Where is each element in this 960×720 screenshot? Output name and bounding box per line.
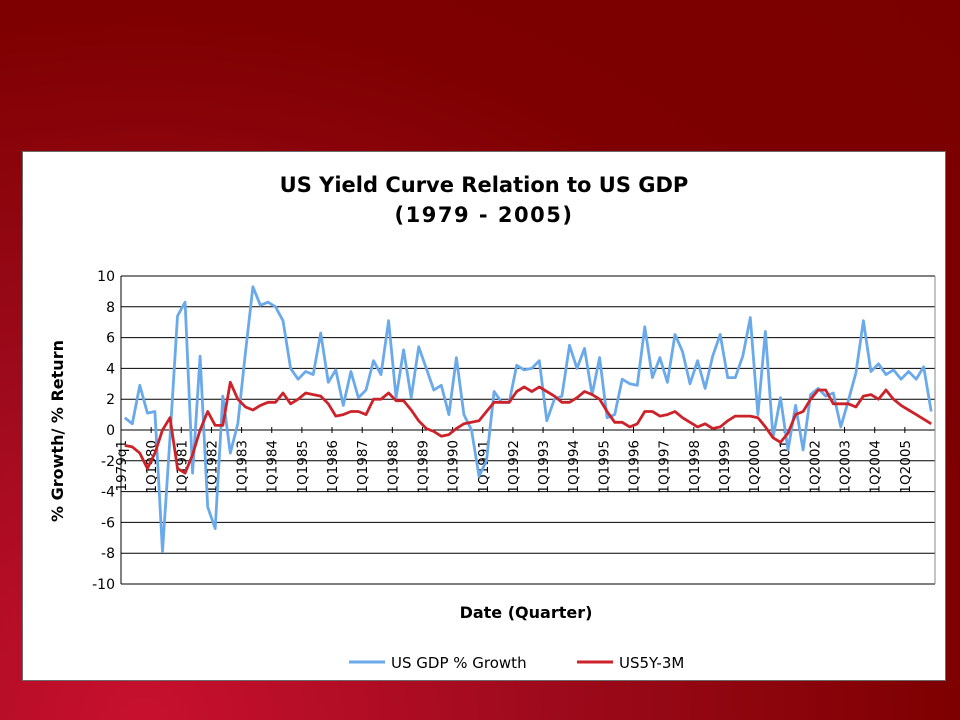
x-tick-label: 1Q2005 xyxy=(898,440,914,494)
x-tick-label: 1Q2000 xyxy=(747,440,763,494)
x-tick-label: 1Q1989 xyxy=(415,440,431,494)
x-tick-label: 1Q1996 xyxy=(627,440,643,494)
x-axis-title: Date (Quarter) xyxy=(460,603,593,622)
gridlines xyxy=(120,275,936,585)
x-tick-label: 1Q1985 xyxy=(295,440,311,494)
x-tick-label: 1Q1995 xyxy=(596,440,612,494)
legend-label: US GDP % Growth xyxy=(391,654,527,672)
y-tick-label: -8 xyxy=(101,546,115,562)
x-tick-label: 1Q1987 xyxy=(355,440,371,494)
series-line-gdp-growth xyxy=(123,285,933,554)
series-lines xyxy=(123,285,933,554)
y-tick-label: -4 xyxy=(101,485,115,501)
x-tick-label: 1Q1984 xyxy=(265,440,281,494)
y-tick-label: 8 xyxy=(106,300,115,316)
y-tick-label: -6 xyxy=(101,515,115,531)
x-tick-label: 1Q1993 xyxy=(536,440,552,494)
x-tick-label: 1Q2004 xyxy=(868,440,884,494)
x-tick-label: 1Q1994 xyxy=(566,440,582,494)
x-tick-label: 1Q2001 xyxy=(777,440,793,494)
x-tick-label: 1Q1988 xyxy=(385,440,401,494)
y-tick-label: 10 xyxy=(97,269,115,285)
y-tick-label: -2 xyxy=(101,454,115,470)
y-tick-label: 4 xyxy=(106,361,115,377)
x-tick-label: 1Q2002 xyxy=(807,440,823,494)
x-tick-label: 1979q1 xyxy=(114,440,130,492)
legend: US GDP % Growth US5Y-3M xyxy=(349,654,684,672)
x-tick-label: 1Q1997 xyxy=(657,440,673,494)
x-tick-label: 1Q1986 xyxy=(325,440,341,494)
chart-title-line-2: (1979 - 2005) xyxy=(395,203,574,227)
legend-label: US5Y-3M xyxy=(619,654,684,672)
y-axis-title: % Growth/ % Return xyxy=(48,340,67,522)
x-tick-label: 1Q1999 xyxy=(717,440,733,494)
x-tick-label: 1Q1981 xyxy=(174,440,190,494)
chart-panel: US Yield Curve Relation to US GDP (1979 … xyxy=(22,151,946,681)
y-tick-label: 2 xyxy=(106,392,115,408)
y-tick-label: 6 xyxy=(106,331,115,347)
x-tick-label: 1Q1992 xyxy=(506,440,522,494)
yield-gdp-line-chart: US Yield Curve Relation to US GDP (1979 … xyxy=(48,173,936,672)
chart-title-line-1: US Yield Curve Relation to US GDP xyxy=(280,173,689,197)
series-line-5y-3m xyxy=(124,380,932,475)
x-tick-label: 1Q1983 xyxy=(235,440,251,494)
x-tick-label: 1Q1982 xyxy=(204,440,220,494)
x-tick-label: 1Q2003 xyxy=(838,440,854,494)
y-tick-label: -10 xyxy=(92,577,115,593)
x-tick-label: 1Q1990 xyxy=(446,440,462,494)
y-tick-label: 0 xyxy=(106,423,115,439)
y-axis-ticks: 10 8 6 4 2 0 -2 -4 -6 -8 -10 xyxy=(92,269,115,593)
x-tick-label: 1Q1998 xyxy=(687,440,703,494)
